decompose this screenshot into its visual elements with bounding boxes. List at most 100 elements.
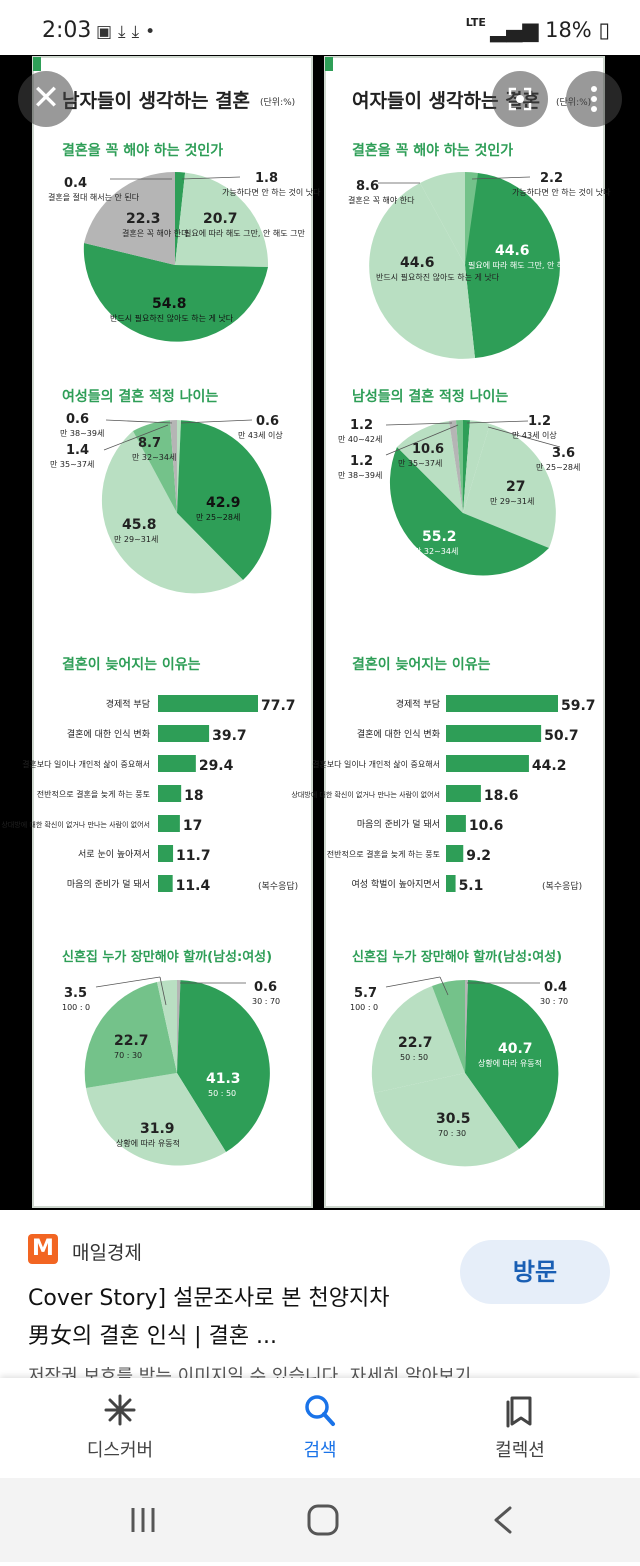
home-button[interactable] — [307, 1504, 339, 1536]
pie-slice — [83, 243, 269, 342]
slice-label: 0.6 — [254, 980, 277, 995]
slice-label: 31.9 — [140, 1121, 175, 1137]
bar — [446, 755, 529, 772]
slice-label: 만 35~37세 — [50, 460, 94, 469]
nav-search[interactable]: 검색 — [250, 1392, 390, 1462]
result-title-line2[interactable]: 男女의 결혼 인식 | 결혼 ... — [28, 1324, 278, 1349]
left-q3-bars: 경제적 부담 77.7 결혼에 대한 인식 변화 39.7 결혼보다 일이나 개… — [1, 695, 296, 894]
slice-label: 만 25~28세 — [196, 513, 240, 522]
pie-slice — [175, 172, 269, 267]
network-type: LTE — [465, 16, 486, 29]
slice-label: 41.3 — [206, 1071, 241, 1087]
nav-collections-label: 컬렉션 — [495, 1440, 545, 1461]
visit-button[interactable]: 방문 — [460, 1240, 610, 1304]
right-panel-accent — [325, 57, 333, 71]
slice-label: 만 38~39세 — [338, 471, 382, 480]
lens-icon — [508, 87, 532, 111]
slice-label: 3.5 — [64, 986, 87, 1001]
slice-label: 40.7 — [498, 1041, 533, 1057]
right-q1-pie: 8.6 결혼은 꼭 해야 한다 2.2 가능하다면 안 하는 것이 낫다 44.… — [348, 171, 611, 359]
pie-slice — [133, 420, 177, 513]
pie-slice — [84, 982, 177, 1088]
slice-label: 만 25~28세 — [536, 463, 580, 472]
slice-label: 44.6 — [495, 243, 530, 259]
slice-label: 70 : 30 — [438, 1129, 466, 1138]
bar — [158, 695, 258, 712]
slice-label: 만 38~39세 — [60, 429, 104, 438]
bar-value: 59.7 — [561, 698, 596, 714]
bar — [446, 815, 466, 832]
slice-label: 1.4 — [66, 443, 89, 458]
left-title: 남자들이 생각하는 결혼 — [62, 89, 250, 112]
slice-label: 100 : 0 — [62, 1003, 90, 1012]
nav-collections[interactable]: 컬렉션 — [450, 1392, 590, 1462]
bar-value: 5.1 — [459, 878, 484, 894]
slice-label: 30 : 70 — [540, 997, 568, 1006]
pie-slice — [463, 420, 490, 513]
pie-slice — [432, 979, 465, 1073]
slice-label: 55.2 — [422, 529, 457, 545]
pie-slice — [465, 173, 560, 358]
nav-search-label: 검색 — [303, 1440, 337, 1461]
left-q3-heading: 결혼이 늦어지는 이유는 — [62, 656, 201, 673]
back-button[interactable] — [494, 1506, 512, 1534]
slice-label: 70 : 30 — [114, 1051, 142, 1060]
pie-slice — [177, 980, 181, 1073]
pie-slice — [170, 420, 177, 513]
bar-value: 11.7 — [176, 848, 211, 864]
left-q3-note: (복수응답) — [258, 880, 298, 892]
bar-value: 17 — [183, 818, 202, 834]
right-q3-bars: 경제적 부담 59.7 결혼에 대한 인식 변화 50.7 결혼보다 일이나 개… — [291, 695, 596, 894]
slice-label: 1.8 — [255, 171, 278, 186]
right-q3-note: (복수응답) — [542, 880, 582, 892]
source-name[interactable]: 매일경제 — [72, 1242, 142, 1264]
bar-label: 상대방에 대한 확신이 없거나 만나는 사람이 없어서 — [1, 820, 150, 829]
bar-value: 29.4 — [199, 758, 234, 774]
right-q1-heading: 결혼을 꼭 해야 하는 것인가 — [352, 142, 513, 159]
slice-label: 5.7 — [354, 986, 377, 1001]
pie-slice — [101, 431, 244, 594]
bar-label: 전반적으로 결혼을 늦게 하는 풍토 — [327, 849, 440, 859]
slice-label: 44.6 — [400, 255, 435, 271]
close-button[interactable]: ✕ — [18, 71, 74, 127]
left-q4-heading: 신혼집 누가 장만해야 할까(남성:여성) — [62, 949, 272, 965]
pie-slice — [175, 172, 186, 265]
copyright-notice[interactable]: 저작권 보호를 받는 이미지일 수 있습니다. 자세히 알아보기 — [28, 1366, 472, 1378]
discover-icon — [104, 1394, 136, 1426]
left-q1-pie: 0.4 결혼을 절대 해서는 안 된다 1.8 가능하다면 안 하는 것이 낫다… — [48, 171, 321, 342]
bar — [446, 695, 558, 712]
bar-value: 10.6 — [469, 818, 504, 834]
bar — [158, 875, 173, 892]
bar-value: 50.7 — [544, 728, 579, 744]
slice-label: 만 32~34세 — [132, 453, 176, 462]
result-title[interactable]: Cover Story] 설문조사로 본 천양지차 — [28, 1286, 390, 1311]
pie-slice — [177, 980, 270, 1152]
bar — [158, 845, 174, 862]
pie-slice — [177, 420, 272, 580]
bar-label: 서로 눈이 높아져서 — [78, 849, 150, 860]
slice-label: 만 40~42세 — [338, 435, 382, 444]
bar-label: 결혼에 대한 인식 변화 — [67, 728, 150, 740]
bar — [158, 815, 180, 832]
signal-icon: ▂▄▆ — [489, 18, 546, 42]
left-q1-heading: 결혼을 꼭 해야 하는 것인가 — [62, 142, 223, 159]
bar-label: 결혼에 대한 인식 변화 — [357, 728, 440, 740]
bar-label: 상대방에 대한 확신이 없거나 만나는 사람이 없어서 — [291, 790, 440, 799]
nav-discover[interactable]: 디스커버 — [50, 1392, 190, 1462]
bar-value: 44.2 — [532, 758, 567, 774]
slice-label: 8.7 — [138, 436, 161, 451]
bar-label: 마음의 준비가 덜 돼서 — [67, 878, 150, 890]
slice-label: 54.8 — [152, 296, 187, 312]
slice-label: 22.7 — [398, 1035, 433, 1051]
image-viewer[interactable]: 남자들이 생각하는 결혼 (단위:%) 여자들이 생각하는 결혼 (단위:%) … — [0, 55, 640, 1210]
bar-value: 77.7 — [261, 698, 296, 714]
notification-icons: ▣⤓⤓• — [96, 22, 162, 42]
recent-apps-button[interactable] — [128, 1504, 158, 1536]
slice-label: 상황에 따라 유동적 — [116, 1138, 180, 1148]
bar-value: 11.4 — [176, 878, 211, 894]
infographic: 남자들이 생각하는 결혼 (단위:%) 여자들이 생각하는 결혼 (단위:%) … — [1, 56, 611, 1208]
more-options-button[interactable] — [566, 71, 622, 127]
bar — [446, 875, 456, 892]
lens-button[interactable] — [492, 71, 548, 127]
close-icon: ✕ — [31, 78, 61, 118]
